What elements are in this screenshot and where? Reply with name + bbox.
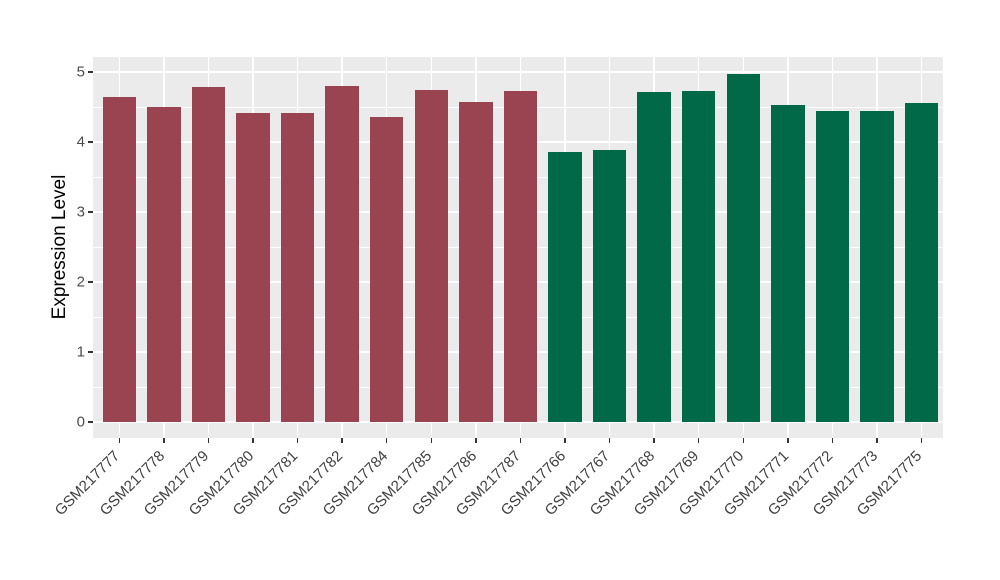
x-axis-tick [430, 438, 433, 443]
x-axis-tick [118, 438, 121, 443]
bar [592, 150, 627, 422]
x-axis-tick [475, 438, 477, 443]
bar [548, 151, 582, 422]
y-axis-tick [88, 141, 93, 143]
y-axis-tick [88, 211, 93, 213]
h-gridline-major [93, 421, 943, 423]
x-axis-tick [296, 438, 299, 443]
x-axis-tick [697, 438, 700, 443]
bar [325, 86, 359, 422]
x-axis-tick [742, 438, 745, 443]
x-axis-tick [341, 438, 343, 443]
x-axis-tick [876, 438, 878, 443]
x-axis-tick [787, 438, 789, 443]
bar [860, 110, 894, 422]
bar [236, 113, 270, 422]
x-axis-tick [519, 438, 522, 443]
x-axis-tick [385, 438, 388, 443]
bar [414, 89, 448, 422]
y-tick-label: 0 [76, 413, 85, 431]
h-gridline-major [93, 71, 943, 73]
y-tick-label: 4 [76, 133, 85, 151]
bar [370, 116, 404, 422]
bar [459, 102, 493, 422]
bar [682, 90, 716, 422]
bar [815, 111, 850, 422]
plot-panel [93, 57, 943, 438]
y-axis-tick [88, 281, 93, 283]
y-tick-label: 3 [76, 203, 85, 221]
y-axis-tick [88, 351, 93, 353]
bar [102, 96, 136, 422]
y-axis-tick [88, 421, 93, 423]
x-axis-tick [653, 438, 655, 443]
bar [503, 90, 538, 422]
bar [771, 104, 805, 422]
x-axis-tick [920, 438, 923, 443]
bar [147, 107, 181, 422]
y-axis-tick [88, 71, 93, 73]
y-axis-title: Expression Level [49, 174, 70, 320]
x-axis-tick [608, 438, 611, 443]
bar [191, 87, 226, 422]
x-axis-tick [564, 438, 566, 443]
y-tick-label: 5 [76, 63, 85, 81]
bar [637, 91, 671, 422]
bar [280, 113, 315, 422]
y-tick-label: 2 [76, 273, 85, 291]
y-tick-label: 1 [76, 343, 85, 361]
bar [904, 102, 939, 422]
bar [726, 74, 760, 422]
x-axis-tick [831, 438, 834, 443]
x-axis-tick [252, 438, 254, 443]
x-axis-tick [163, 438, 165, 443]
x-axis-tick [207, 438, 210, 443]
